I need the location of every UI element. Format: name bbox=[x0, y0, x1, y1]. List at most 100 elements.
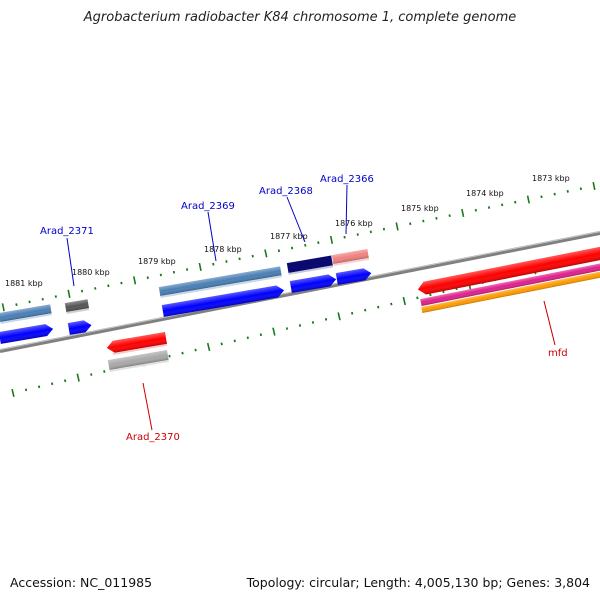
minor-tick bbox=[501, 203, 504, 207]
minor-tick bbox=[390, 302, 393, 306]
major-tick bbox=[198, 262, 202, 271]
minor-tick bbox=[416, 296, 419, 300]
cds-forward-arrow bbox=[0, 324, 54, 344]
map-title: Agrobacterium radiobacter K84 chromosome… bbox=[83, 10, 517, 25]
minor-tick bbox=[351, 311, 354, 315]
major-tick bbox=[133, 276, 137, 285]
accession-text: Accession: NC_011985 bbox=[10, 575, 153, 590]
major-tick bbox=[461, 208, 465, 218]
major-tick bbox=[592, 181, 596, 191]
leader-line bbox=[543, 300, 556, 346]
cds-forward-arrow bbox=[67, 320, 92, 335]
minor-tick bbox=[28, 300, 31, 304]
minor-tick bbox=[90, 373, 93, 376]
gene-label: Arad_2369 bbox=[181, 201, 235, 212]
scale-label: 1875 kbp bbox=[401, 204, 439, 213]
minor-tick bbox=[194, 348, 197, 352]
minor-tick bbox=[15, 303, 18, 306]
minor-tick bbox=[225, 260, 228, 263]
minor-tick bbox=[259, 333, 262, 337]
minor-tick bbox=[64, 379, 67, 383]
feature-steelblue-left bbox=[0, 304, 52, 324]
major-tick bbox=[76, 373, 80, 382]
minor-tick bbox=[181, 351, 184, 355]
minor-tick bbox=[246, 336, 249, 340]
cds-forward-arrow bbox=[161, 285, 285, 317]
minor-tick bbox=[277, 249, 281, 253]
cds-reverse-arrow bbox=[106, 331, 168, 356]
minor-tick bbox=[168, 354, 171, 358]
minor-tick bbox=[220, 342, 223, 346]
minor-tick bbox=[212, 262, 215, 266]
minor-tick bbox=[311, 321, 315, 324]
feature-orange bbox=[421, 270, 600, 313]
minor-tick bbox=[356, 233, 359, 236]
feature-gray bbox=[107, 349, 169, 372]
minor-tick bbox=[37, 385, 41, 389]
scale-label: 1877 kbp bbox=[270, 232, 308, 241]
cds-reverse-arrow-mfd bbox=[417, 246, 600, 295]
scale-label: 1880 kbp bbox=[72, 268, 110, 277]
feature-magenta bbox=[420, 262, 600, 306]
feature-pink bbox=[331, 249, 370, 266]
minor-tick bbox=[382, 227, 386, 231]
minor-tick bbox=[324, 318, 328, 321]
gene-label: Arad_2368 bbox=[259, 186, 313, 197]
minor-tick bbox=[435, 217, 438, 220]
minor-tick bbox=[317, 241, 320, 244]
minor-tick bbox=[80, 289, 84, 293]
major-tick bbox=[402, 296, 406, 306]
minor-tick bbox=[51, 382, 54, 386]
outer-scale-ticks bbox=[1, 181, 596, 312]
major-tick bbox=[395, 222, 399, 231]
leader-line bbox=[286, 196, 306, 243]
minor-tick bbox=[298, 324, 302, 327]
feature-navy bbox=[286, 255, 334, 275]
scale-label: 1873 kbp bbox=[532, 174, 570, 183]
gene-label: Arad_2370 bbox=[126, 432, 180, 443]
scale-label: 1876 kbp bbox=[335, 219, 373, 228]
gene-label: Arad_2366 bbox=[320, 174, 374, 185]
minor-tick bbox=[514, 200, 517, 204]
minor-tick bbox=[448, 214, 451, 217]
leader-line bbox=[207, 211, 217, 262]
minor-tick bbox=[304, 243, 307, 247]
minor-tick bbox=[377, 305, 380, 309]
minor-tick bbox=[172, 270, 176, 274]
scale-label: 1878 kbp bbox=[204, 245, 242, 254]
minor-tick bbox=[54, 295, 57, 298]
major-tick bbox=[272, 327, 276, 336]
minor-tick bbox=[107, 284, 110, 288]
minor-tick bbox=[120, 281, 123, 285]
gene-label: Arad_2371 bbox=[40, 226, 94, 237]
minor-tick bbox=[429, 293, 432, 297]
minor-tick bbox=[474, 208, 477, 212]
scale-label: 1874 kbp bbox=[466, 189, 504, 198]
major-tick bbox=[526, 195, 530, 204]
major-tick bbox=[329, 235, 334, 244]
major-tick bbox=[264, 249, 268, 258]
minor-tick bbox=[553, 192, 556, 196]
minor-tick bbox=[364, 308, 367, 312]
scale-label: 1881 kbp bbox=[5, 279, 43, 288]
feature-darkgray bbox=[64, 299, 90, 314]
major-tick bbox=[1, 303, 5, 312]
minor-tick bbox=[566, 190, 569, 193]
minor-tick bbox=[146, 276, 149, 279]
scale-label: 1879 kbp bbox=[138, 257, 176, 266]
feature-steelblue bbox=[158, 266, 282, 298]
genome-summary-text: Topology: circular; Length: 4,005,130 bp… bbox=[246, 575, 590, 590]
leader-line bbox=[66, 237, 75, 287]
minor-tick bbox=[103, 370, 106, 373]
cds-forward-arrow bbox=[289, 274, 337, 293]
major-tick bbox=[337, 312, 341, 321]
minor-tick bbox=[369, 230, 372, 234]
minor-tick bbox=[233, 339, 236, 343]
minor-tick bbox=[94, 287, 97, 290]
minor-tick bbox=[409, 222, 412, 226]
cds-forward-arrow bbox=[335, 268, 372, 285]
minor-tick bbox=[251, 254, 254, 258]
major-tick bbox=[67, 289, 71, 298]
